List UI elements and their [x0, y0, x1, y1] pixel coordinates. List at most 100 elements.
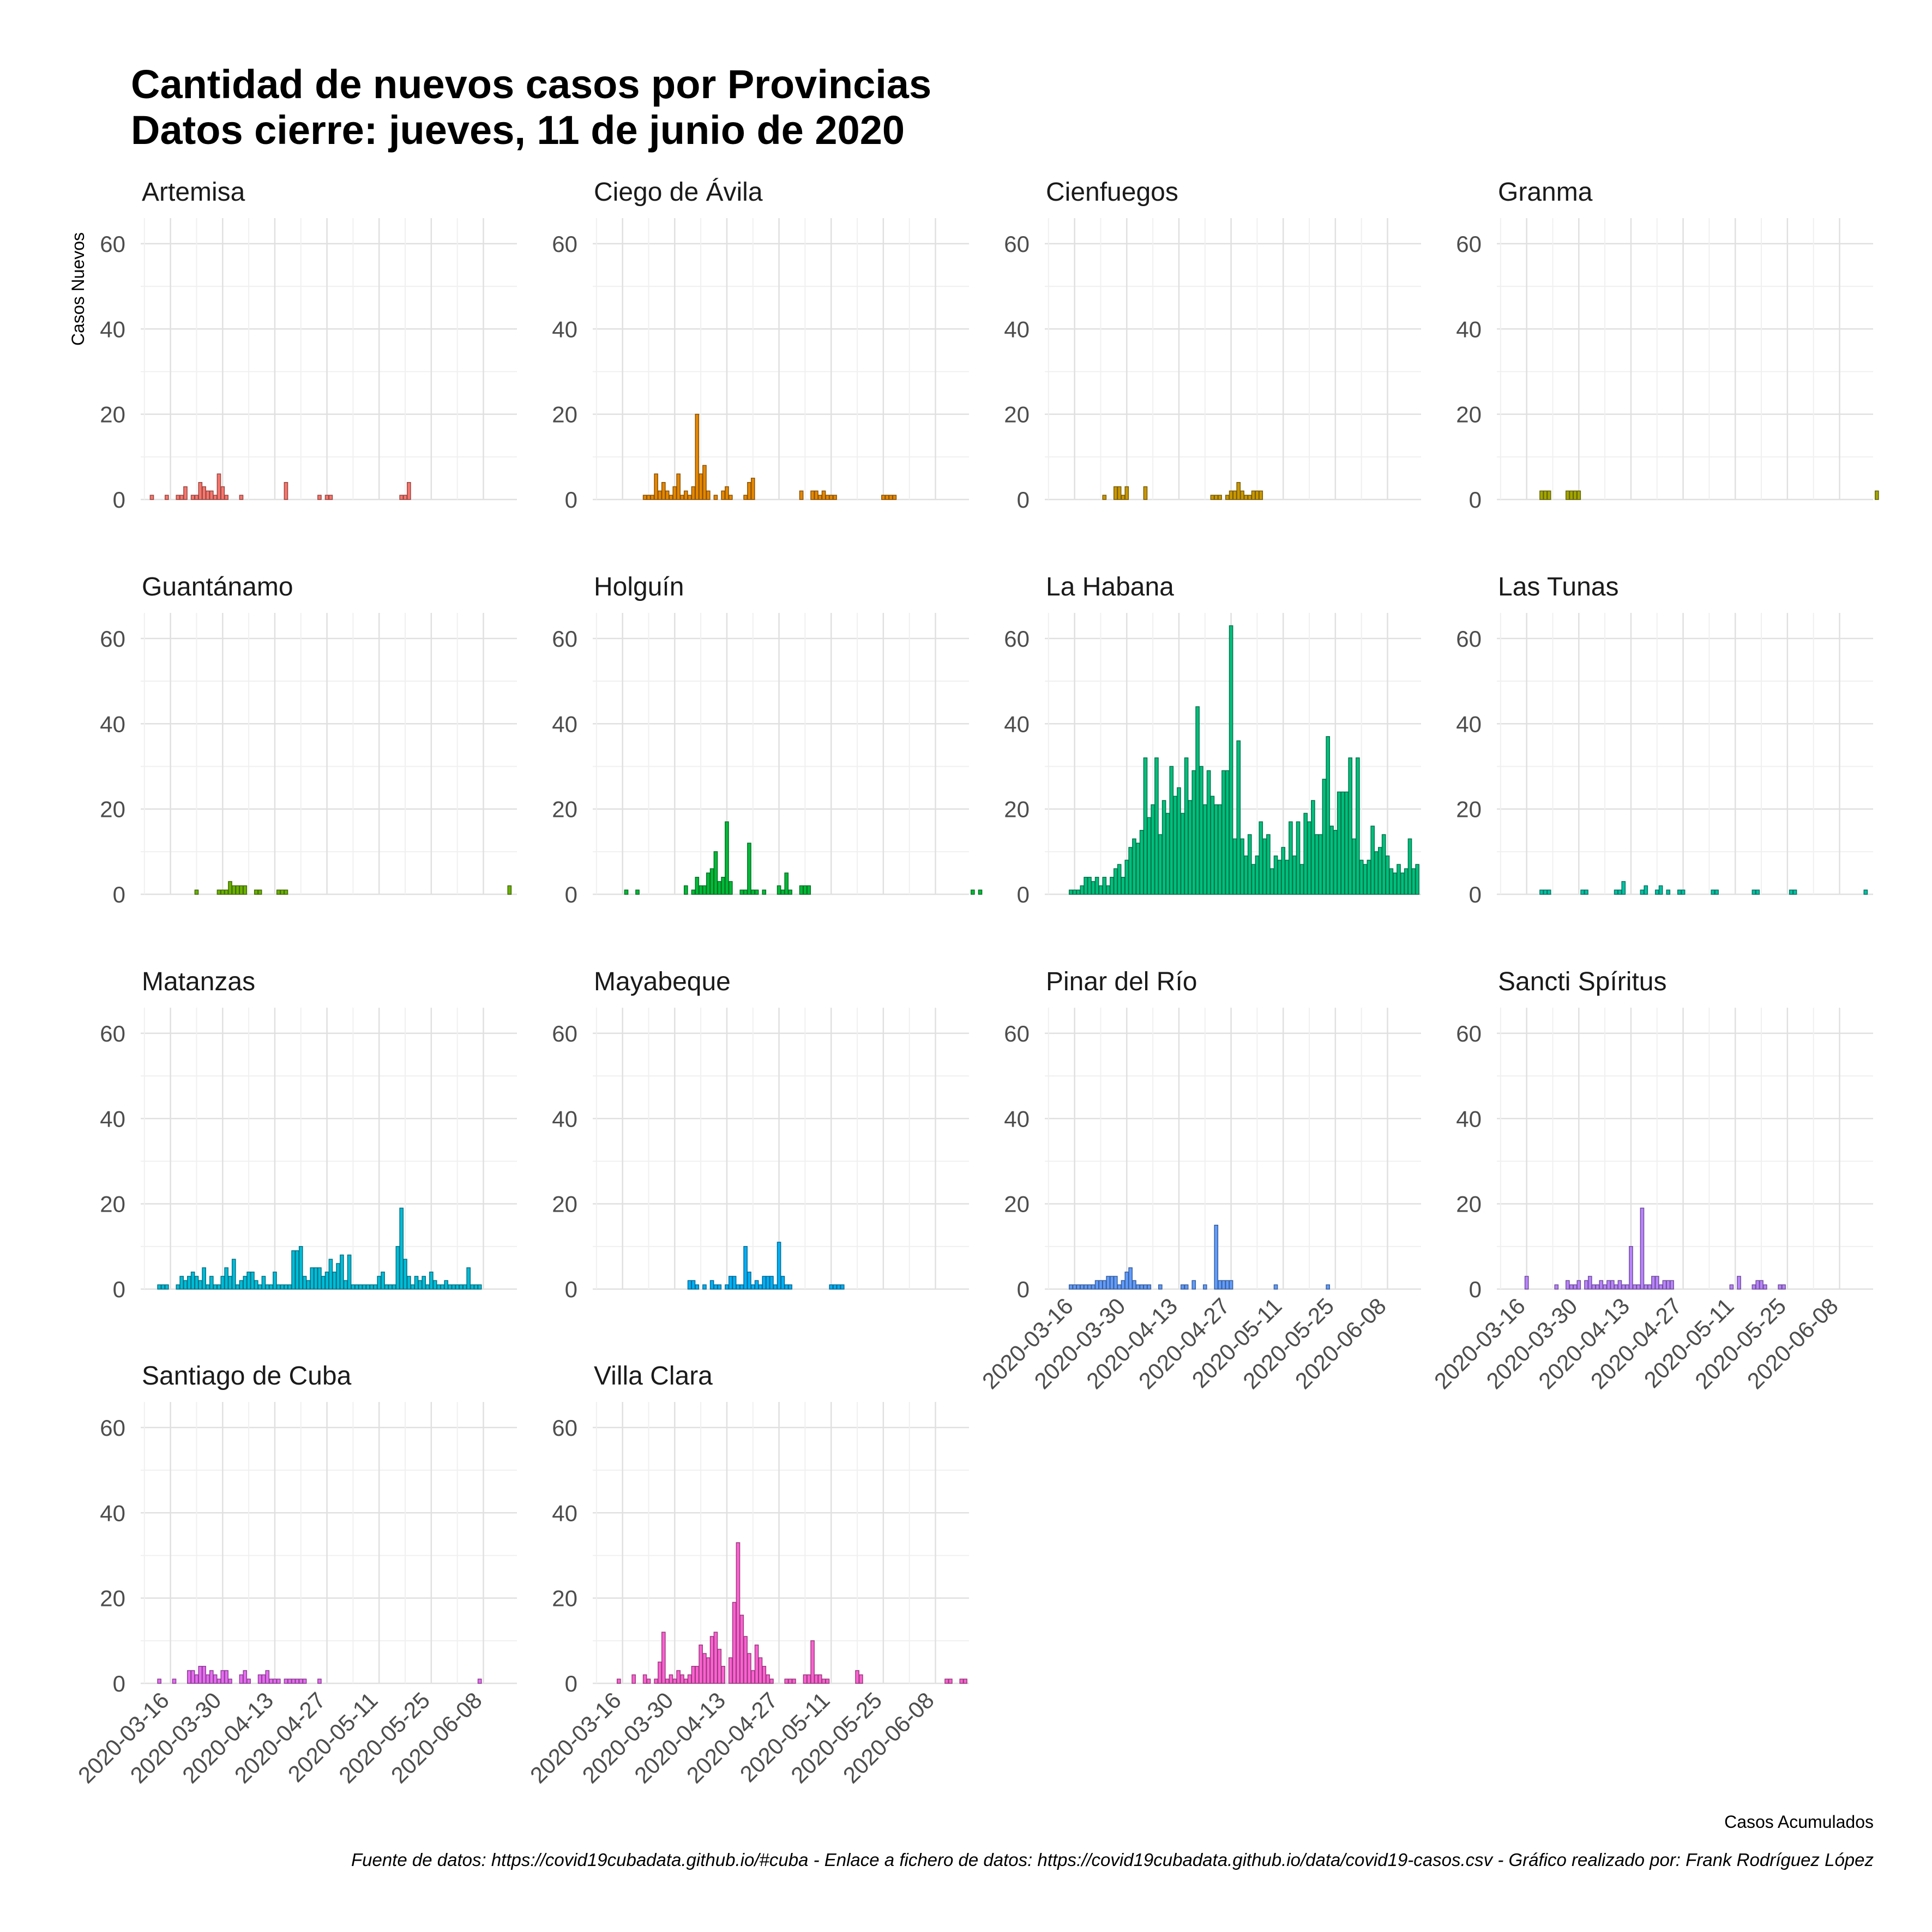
bar: [1621, 881, 1626, 895]
bar: [1658, 885, 1663, 895]
bar: [216, 1678, 221, 1684]
bar: [699, 473, 703, 500]
bar: [1737, 1275, 1741, 1290]
bar: [198, 1280, 203, 1290]
bar: [739, 1284, 744, 1290]
bar: [1102, 1280, 1107, 1290]
bar: [228, 1678, 232, 1684]
bar: [699, 885, 703, 895]
bar: [728, 495, 733, 500]
y-tick-label: 0: [113, 1671, 125, 1696]
bar: [209, 1275, 214, 1290]
bar: [202, 1665, 206, 1684]
bar: [1614, 1284, 1618, 1290]
bar: [1110, 876, 1114, 895]
bar: [1143, 486, 1148, 500]
bar: [302, 1275, 307, 1290]
bar: [1554, 1284, 1559, 1290]
bar: [1714, 889, 1719, 895]
bar: [836, 1284, 841, 1290]
bar: [1188, 800, 1193, 895]
bar: [399, 1207, 404, 1290]
bar: [228, 881, 232, 895]
y-tick-label: 60: [1456, 626, 1482, 652]
bar: [291, 1678, 296, 1684]
bar: [725, 1284, 729, 1290]
y-tick-label: 60: [1004, 626, 1030, 652]
bar: [284, 482, 288, 500]
bar: [1225, 495, 1230, 500]
bar: [1094, 876, 1099, 895]
bar: [1240, 838, 1244, 895]
bar: [1202, 1284, 1207, 1290]
bar: [1576, 1280, 1581, 1290]
bar: [646, 495, 651, 500]
bar: [1236, 482, 1241, 500]
bar: [1124, 859, 1129, 895]
bar: [717, 1284, 722, 1290]
bar: [1154, 757, 1159, 895]
bar: [1755, 889, 1760, 895]
bar: [728, 1275, 733, 1290]
bar: [817, 495, 822, 500]
bar: [978, 889, 983, 895]
panel-cienfuegos: Cienfuegos 0 20 40 60: [1004, 178, 1421, 513]
bar: [650, 495, 655, 500]
bar: [706, 1657, 711, 1684]
bar: [190, 495, 195, 500]
panel-la-habana: La Habana 0 20 40 60: [1004, 573, 1421, 907]
bar: [1229, 1280, 1233, 1290]
bar: [324, 1271, 329, 1290]
bar: [788, 1678, 792, 1684]
bar: [1139, 1284, 1144, 1290]
bar: [183, 486, 188, 500]
bar: [213, 1674, 218, 1684]
bar: [728, 881, 733, 895]
bar: [273, 1271, 277, 1290]
bar: [784, 1678, 789, 1684]
bar: [216, 1284, 221, 1290]
bar: [186, 1275, 191, 1290]
bar: [466, 1267, 471, 1290]
bar: [1206, 770, 1211, 895]
bar: [444, 1280, 449, 1290]
bar: [220, 889, 225, 895]
panel-title-villa-clara: Villa Clara: [594, 1362, 713, 1391]
bar: [1177, 787, 1181, 895]
bar: [1337, 791, 1341, 895]
bar: [1139, 829, 1144, 895]
y-tick-label: 40: [100, 1106, 125, 1131]
bar: [149, 495, 154, 500]
y-tick-label: 60: [1004, 231, 1030, 257]
bar: [179, 495, 184, 500]
bar: [821, 490, 826, 500]
bar: [888, 495, 893, 500]
bar: [1225, 770, 1230, 895]
bar: [477, 1678, 482, 1684]
bar: [661, 1632, 666, 1684]
bar: [1102, 876, 1107, 895]
bar: [1658, 1284, 1663, 1290]
bar: [1647, 1284, 1652, 1290]
y-tick-label: 40: [1004, 1106, 1030, 1131]
bar: [695, 876, 700, 895]
bar: [1124, 1271, 1129, 1290]
bar: [1184, 1284, 1189, 1290]
panel-title-guantanamo: Guantánamo: [142, 573, 293, 601]
bar: [806, 885, 811, 895]
bar: [747, 1271, 751, 1290]
y-tick-label: 20: [552, 797, 577, 822]
panel-holguin: Holguín 0 20 40 60: [552, 573, 983, 907]
y-tick-label: 40: [1004, 316, 1030, 342]
bar: [295, 1250, 299, 1290]
bar: [672, 1678, 677, 1684]
bar: [1543, 889, 1548, 895]
bar: [810, 1640, 815, 1684]
bar: [1326, 1284, 1331, 1290]
bar: [1340, 791, 1345, 895]
bar: [1576, 490, 1581, 500]
panel-title-ciego-de-avila: Ciego de Ávila: [594, 178, 763, 207]
bar: [1218, 1280, 1222, 1290]
bar: [209, 1670, 214, 1684]
